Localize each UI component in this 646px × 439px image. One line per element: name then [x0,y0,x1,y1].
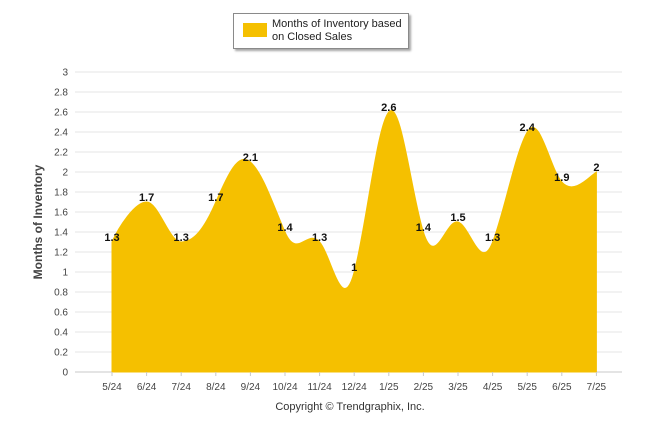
x-tick-label: 5/24 [102,382,122,393]
data-label: 2.6 [381,102,396,114]
data-label: 2.4 [520,122,536,134]
y-tick-label: 3 [62,68,68,79]
y-tick-label: 2.2 [54,148,68,159]
x-tick-label: 6/25 [552,382,572,393]
x-tick-label: 1/25 [379,382,399,393]
legend: Months of Inventory based on Closed Sale… [233,13,409,49]
legend-swatch [243,23,267,37]
data-label: 1.3 [312,232,327,244]
data-label: 1.4 [416,222,432,234]
x-tick-label: 9/24 [241,382,261,393]
y-tick-label: 0.8 [54,288,68,299]
y-tick-label: 1 [62,268,68,279]
x-tick-label: 4/25 [483,382,503,393]
y-tick-label: 0.4 [54,328,68,339]
y-tick-label: 0.2 [54,348,68,359]
data-label: 1.3 [104,232,119,244]
data-label: 1.7 [139,192,154,204]
y-tick-label: 1.4 [54,228,68,239]
data-label: 1.3 [174,232,189,244]
data-label: 2 [593,162,599,174]
data-label: 1.3 [485,232,500,244]
x-tick-label: 5/25 [517,382,537,393]
y-axis-label: Months of Inventory [31,164,45,279]
y-tick-label: 2.6 [54,108,68,119]
data-label: 1.4 [277,222,293,234]
y-tick-label: 1.2 [54,248,68,259]
x-tick-label: 10/24 [272,382,297,393]
y-tick-label: 1.8 [54,188,68,199]
x-axis-ticks: 5/24 6/24 7/24 8/24 9/24 10/24 11/24 12/24 1/25 2… [102,372,606,393]
data-label: 1.5 [450,212,465,224]
y-tick-label: 2.8 [54,88,68,99]
legend-label: Months of Inventory based on Closed Sale… [272,18,406,44]
x-tick-label: 11/24 [307,382,332,393]
data-label: 1.7 [208,192,223,204]
y-tick-label: 2.4 [54,128,68,139]
copyright-text: Copyright © Trendgraphix, Inc. [0,401,646,413]
x-tick-label: 12/24 [342,382,367,393]
x-tick-label: 7/25 [587,382,607,393]
y-tick-label: 0 [62,368,68,379]
y-tick-label: 0.6 [54,308,68,319]
y-axis-ticks: 0 0.2 0.4 0.6 0.8 1 1.2 1.4 1.6 1.8 2 2.2 2.4 2.6 2.8 3 [54,68,68,379]
data-label: 1 [351,262,357,274]
data-label: 2.1 [243,152,258,164]
y-tick-label: 1.6 [54,208,68,219]
y-tick-label: 2 [62,168,68,179]
x-tick-label: 6/24 [137,382,157,393]
x-tick-label: 2/25 [414,382,434,393]
x-tick-label: 3/25 [448,382,468,393]
x-tick-label: 8/24 [206,382,226,393]
data-label: 1.9 [554,172,569,184]
x-tick-label: 7/24 [171,382,191,393]
